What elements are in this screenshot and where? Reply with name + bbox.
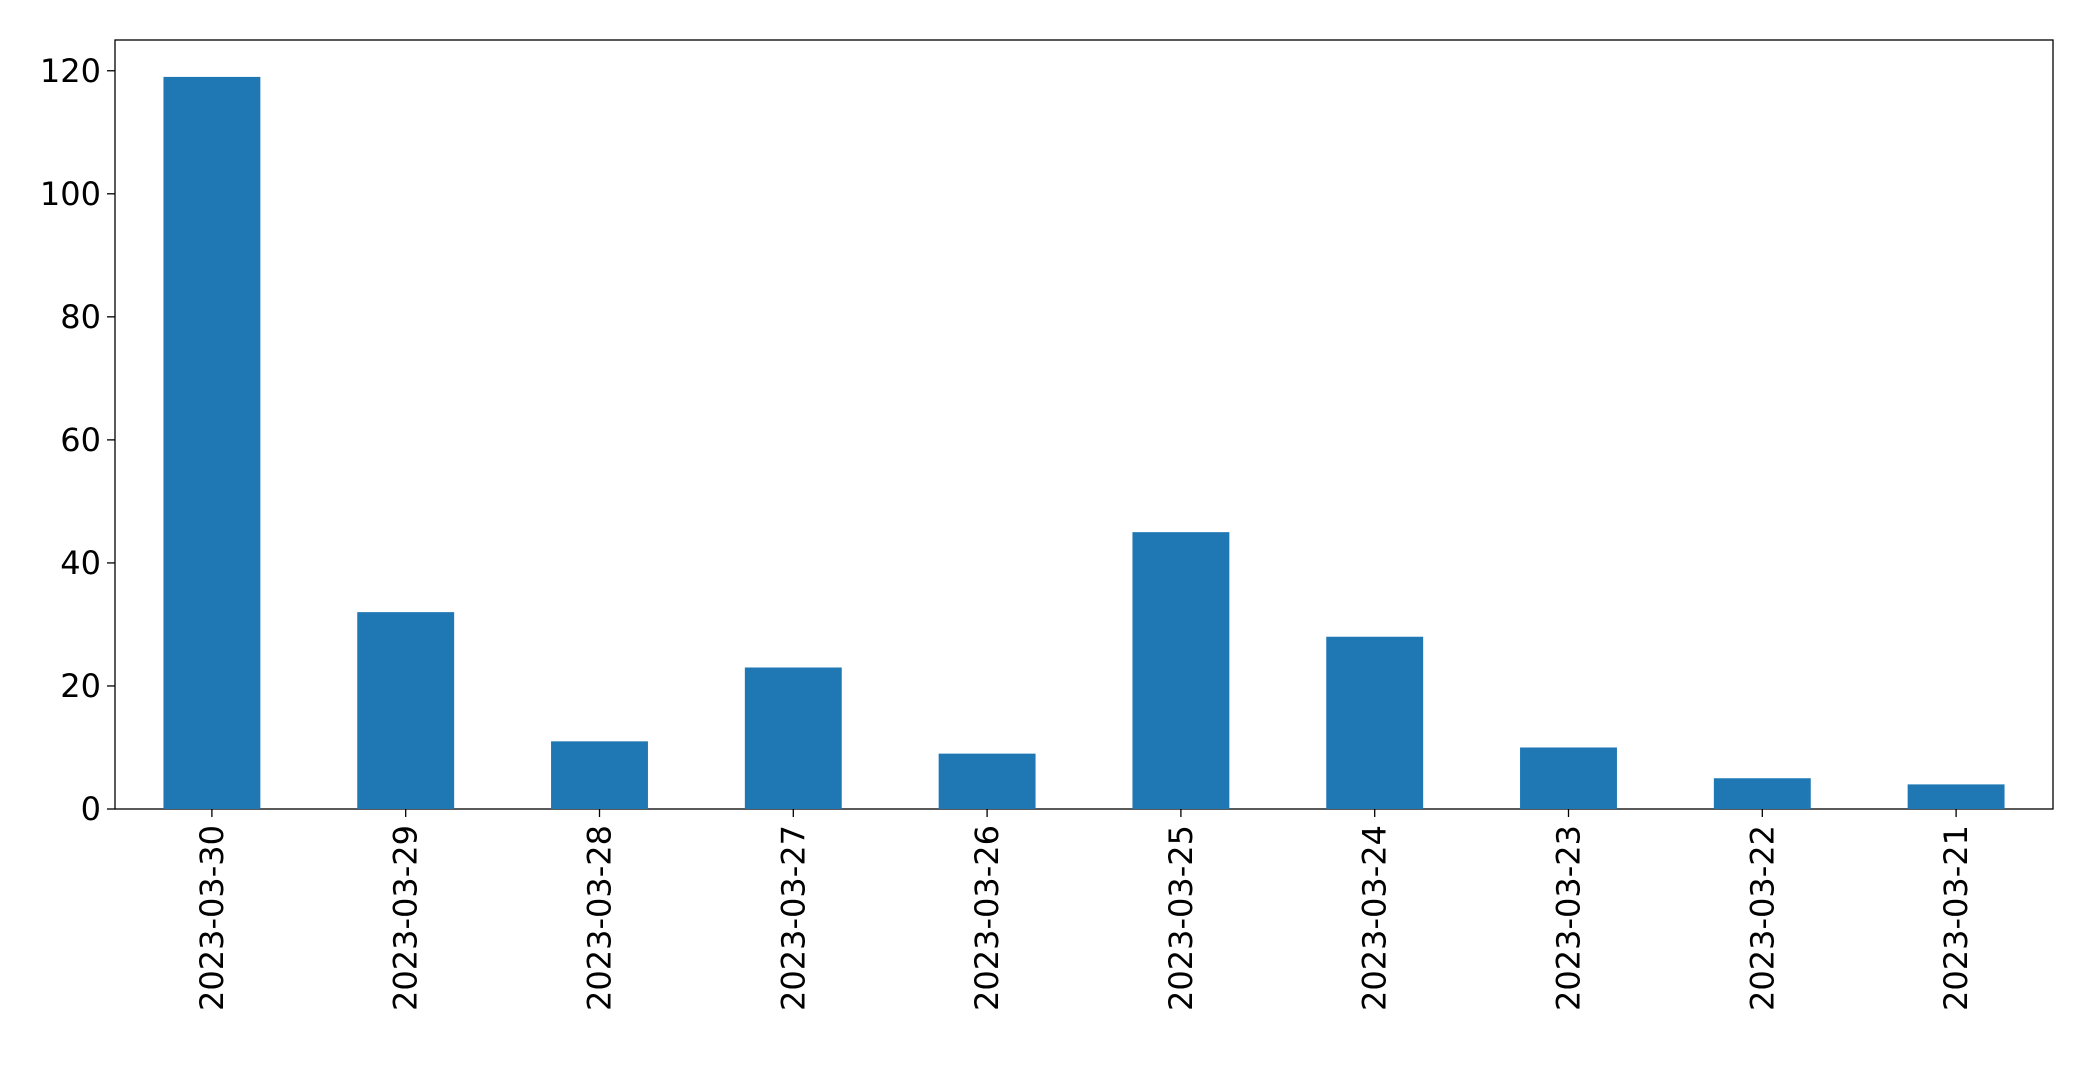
x-tick-label: 2023-03-25 (1162, 825, 1200, 1011)
plot-frame (114, 39, 2054, 810)
bar (1132, 532, 1230, 809)
bar (1326, 636, 1424, 809)
bar (938, 753, 1036, 809)
y-tick-label: 0 (81, 790, 101, 828)
y-tick-label: 100 (40, 175, 101, 213)
x-tick-label: 2023-03-24 (1356, 825, 1394, 1011)
x-tick-label: 2023-03-26 (968, 825, 1006, 1011)
x-tick-label: 2023-03-28 (581, 825, 619, 1011)
bar (357, 612, 455, 809)
y-tick-label: 120 (40, 52, 101, 90)
bar (1520, 747, 1617, 809)
y-tick-label: 60 (60, 421, 101, 459)
x-tick-label: 2023-03-22 (1743, 825, 1781, 1011)
y-tick-label: 40 (60, 544, 101, 582)
x-tick-label: 2023-03-30 (193, 825, 231, 1011)
bar (1907, 784, 2005, 809)
y-tick-label: 20 (60, 667, 101, 705)
bar (163, 76, 261, 810)
y-tick-label: 80 (60, 298, 101, 336)
x-tick-label: 2023-03-29 (387, 825, 425, 1011)
bar (551, 741, 648, 809)
x-tick-label: 2023-03-23 (1550, 825, 1588, 1011)
bar (1713, 778, 1811, 809)
bar (744, 667, 842, 809)
x-tick-label: 2023-03-21 (1937, 825, 1975, 1011)
x-tick-label: 2023-03-27 (774, 825, 812, 1011)
